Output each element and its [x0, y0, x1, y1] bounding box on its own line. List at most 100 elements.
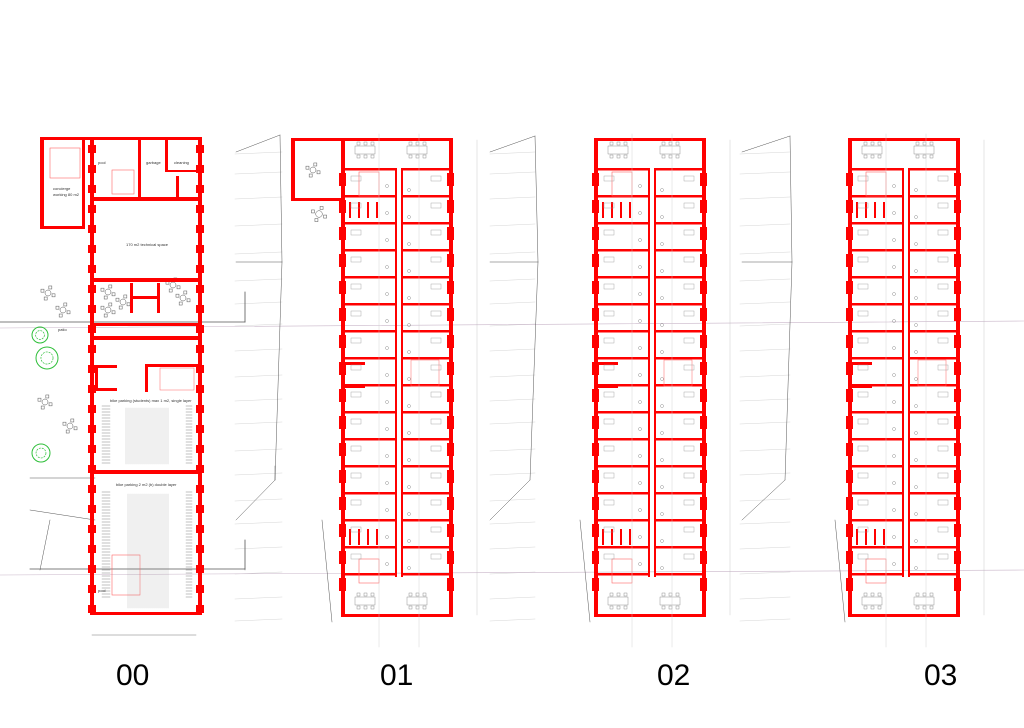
chair-icon [178, 301, 183, 306]
room-partition [345, 168, 395, 171]
balcony-bay [447, 254, 454, 267]
room-partition [598, 384, 648, 387]
chair-icon [638, 373, 642, 377]
chair-icon [914, 566, 918, 570]
balcony-bay [592, 578, 599, 591]
trees [31, 326, 59, 463]
column [88, 405, 96, 413]
stair-outline [663, 359, 693, 387]
bed-icon [603, 310, 615, 317]
bed-icon [857, 337, 869, 344]
balcony-bay [339, 443, 346, 456]
table-icon [354, 145, 376, 155]
chair-icon [63, 302, 68, 307]
stair-outline [865, 171, 887, 197]
room-partition [345, 546, 395, 549]
bed-icon [857, 391, 869, 398]
chair-icon [385, 373, 389, 377]
room-partition [852, 384, 902, 387]
balcony-bay [700, 227, 707, 240]
table-icon [119, 298, 127, 306]
chair-icon [385, 454, 389, 458]
exterior-wall [449, 138, 453, 617]
chair-icon [922, 154, 927, 159]
balcony-bay [447, 281, 454, 294]
bathroom-partition [376, 529, 378, 545]
room-label-garbage: garbage [146, 160, 161, 165]
chair-icon [108, 284, 113, 289]
balcony-bay [339, 578, 346, 591]
context-grid-line [234, 546, 283, 550]
column [196, 185, 204, 193]
room-partition [345, 438, 395, 441]
bed-icon [683, 472, 695, 479]
bed-icon [683, 553, 695, 560]
chair-icon [660, 296, 664, 300]
table-icon [913, 145, 935, 155]
context-grid-line [739, 251, 791, 255]
bed-icon [603, 418, 615, 425]
chair-icon [407, 242, 411, 246]
balcony-bay [700, 551, 707, 564]
chair-icon [668, 154, 673, 159]
interior-wall [90, 323, 202, 326]
chair-icon [616, 605, 621, 610]
balcony-bay [846, 308, 853, 321]
bed-icon [857, 229, 869, 236]
chair-icon [363, 141, 368, 146]
bed-icon [603, 229, 615, 236]
balcony-bay [339, 308, 346, 321]
balcony-bay [954, 200, 961, 213]
exterior-wall [956, 138, 960, 617]
balcony-bay [447, 497, 454, 510]
core-wall [596, 362, 618, 365]
bathroom-partition [629, 529, 631, 545]
bed-icon [350, 526, 362, 533]
chair-icon [356, 605, 361, 610]
balcony-bay [447, 308, 454, 321]
room-partition [852, 303, 902, 306]
exterior-wall [198, 137, 202, 615]
context-grid-line [739, 498, 791, 502]
room-partition [654, 195, 702, 198]
bathroom-partition [620, 529, 622, 545]
table-icon [104, 306, 112, 314]
bed-icon [937, 310, 949, 317]
chair-icon [638, 265, 642, 269]
chair-icon [863, 154, 868, 159]
column [196, 145, 204, 153]
corridor-wall [648, 168, 650, 577]
chair-icon [877, 141, 882, 146]
interior-wall [157, 283, 160, 313]
room-partition [401, 195, 449, 198]
chair-icon [914, 215, 918, 219]
balcony-bay [700, 389, 707, 402]
chair-icon [363, 605, 368, 610]
balcony-bay [339, 497, 346, 510]
context-grid-line [739, 171, 791, 175]
exterior-wall [594, 614, 706, 617]
context-grid-line [739, 398, 791, 402]
chair-icon [48, 402, 53, 407]
context-grid-line [739, 618, 791, 622]
bed-icon [350, 364, 362, 371]
column [196, 505, 204, 513]
bed-icon [603, 472, 615, 479]
column [196, 325, 204, 333]
column [88, 605, 96, 613]
chair-icon [660, 485, 664, 489]
chair-icon [892, 535, 896, 539]
ground-floor-labels: concierge working 80 m2 pool garbage cle… [53, 160, 192, 593]
chair-icon [929, 154, 934, 159]
column [88, 245, 96, 253]
chair-icon [407, 485, 411, 489]
balcony-bay [592, 551, 599, 564]
balcony-bay [700, 416, 707, 429]
bathroom-partition [865, 202, 867, 218]
upper-floor-plan-02 [592, 133, 731, 648]
room-partition [654, 357, 702, 360]
room-label-concierge: concierge [53, 186, 71, 191]
chair-icon [892, 508, 896, 512]
chair-icon [385, 184, 389, 188]
interior-wall [130, 283, 133, 313]
